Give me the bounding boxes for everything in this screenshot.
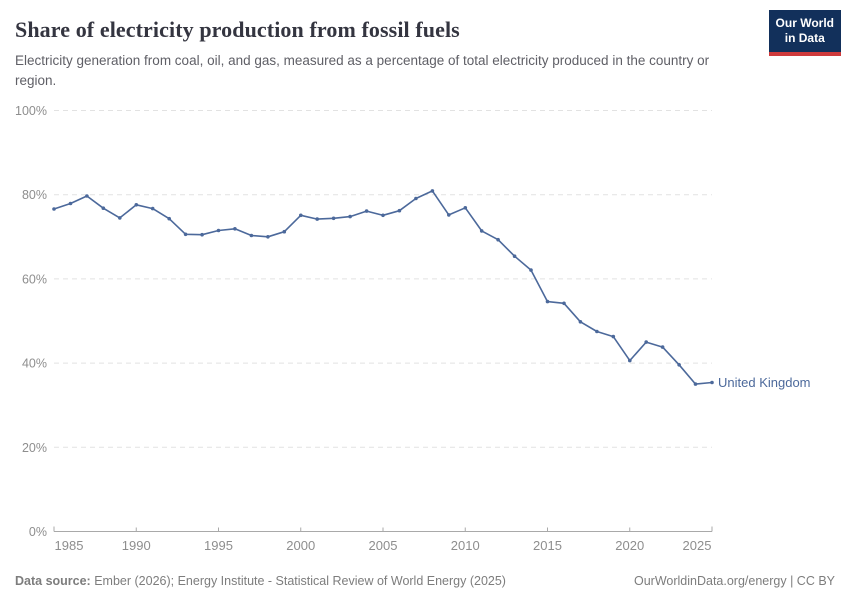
data-point: [414, 196, 418, 201]
data-point: [266, 235, 270, 239]
x-axis: [53, 526, 713, 532]
footer-rights: OurWorldinData.org/energy | CC BY: [633, 574, 835, 588]
data-point: [364, 209, 369, 213]
data-point: [68, 201, 73, 206]
data-source-text: Ember (2026); Energy Institute - Statist…: [94, 574, 506, 588]
data-point: [200, 232, 204, 237]
data-point: [611, 334, 616, 339]
data-point: [430, 189, 435, 193]
data-point: [118, 216, 122, 220]
line-chart: 0% 20% 40% 60% 80% 100% 1985 1990 1995 2000 2005 20…: [15, 104, 811, 553]
y-axis-label: 80%: [22, 188, 47, 202]
data-points: [52, 189, 714, 386]
data-point: [529, 268, 533, 272]
data-point: [134, 203, 139, 207]
data-point: [315, 217, 320, 221]
y-axis-label: 60%: [22, 272, 47, 286]
series-label: United Kingdom: [718, 375, 811, 390]
data-point: [331, 216, 336, 221]
data-point: [463, 206, 468, 210]
chart-footer: Data source: Ember (2026); Energy Instit…: [15, 574, 835, 588]
page-title: Share of electricity production from fos…: [15, 17, 460, 42]
data-point: [183, 232, 188, 237]
data-point: [216, 228, 221, 233]
data-point: [167, 216, 171, 221]
data-point: [299, 213, 303, 218]
owid-logo-line1: Our World: [775, 16, 834, 30]
x-axis-label: 1995: [204, 538, 233, 553]
x-axis-label: 2025: [683, 538, 712, 553]
data-point: [545, 299, 550, 304]
data-point: [381, 213, 385, 218]
data-point: [282, 229, 287, 234]
x-axis-labels: 1985 1990 1995 2000 2005 2010 2015 2020 2025: [55, 538, 712, 553]
data-point: [710, 380, 714, 385]
data-point: [677, 363, 681, 367]
data-point: [562, 301, 566, 306]
data-point: [578, 320, 583, 324]
data-point: [496, 237, 500, 242]
data-source-label: Data source:: [15, 574, 91, 588]
y-gridlines: [54, 110, 712, 448]
x-axis-label: 2000: [286, 538, 315, 553]
x-axis-label: 1990: [122, 538, 151, 553]
data-source: Data source: Ember (2026); Energy Instit…: [15, 574, 506, 588]
data-point: [150, 206, 155, 211]
y-axis-labels: 0% 20% 40% 60% 80% 100%: [15, 104, 47, 539]
data-point: [479, 229, 484, 233]
data-point: [233, 227, 237, 231]
data-point: [628, 358, 632, 363]
data-point: [101, 206, 106, 210]
data-point: [52, 207, 56, 211]
data-point: [693, 382, 698, 386]
y-axis-label: 20%: [22, 441, 47, 455]
data-point: [249, 233, 254, 238]
y-axis-label: 0%: [29, 525, 47, 539]
data-point: [397, 208, 402, 213]
x-axis-label: 2010: [451, 538, 480, 553]
y-axis-label: 100%: [15, 104, 47, 118]
x-axis-label: 2005: [369, 538, 398, 553]
chart-subtitle: Electricity generation from coal, oil, a…: [15, 53, 710, 88]
data-point: [348, 214, 352, 219]
owid-logo: Our World in Data: [768, 10, 841, 56]
data-point: [660, 345, 665, 349]
y-axis-label: 40%: [22, 357, 47, 371]
data-point: [644, 340, 648, 344]
data-line: [53, 190, 713, 385]
x-axis-label: 2020: [615, 538, 644, 553]
data-point: [512, 254, 517, 258]
data-point: [447, 213, 451, 217]
owid-logo-line2: in Data: [784, 31, 825, 46]
data-point: [595, 329, 599, 334]
data-point: [85, 194, 89, 198]
x-axis-label: 2015: [533, 538, 562, 553]
chart-header: Share of electricity production from fos…: [0, 0, 850, 90]
x-axis-label: 1985: [55, 538, 84, 553]
